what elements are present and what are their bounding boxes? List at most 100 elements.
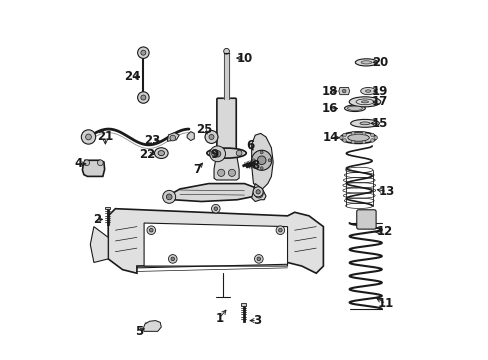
Text: 14: 14 [322,131,338,144]
Circle shape [267,159,270,162]
Circle shape [251,150,271,170]
Ellipse shape [350,120,379,127]
Polygon shape [338,87,349,95]
Circle shape [204,131,218,143]
Text: 2: 2 [93,213,101,226]
Circle shape [342,133,346,137]
Circle shape [97,160,103,166]
Circle shape [141,50,145,55]
Circle shape [253,187,263,197]
Text: 11: 11 [377,297,393,310]
Circle shape [147,226,155,234]
Circle shape [276,226,284,234]
Circle shape [81,130,96,144]
Text: 3: 3 [252,314,261,327]
Polygon shape [187,132,194,140]
Text: 8: 8 [251,159,259,172]
Polygon shape [144,223,287,266]
Ellipse shape [359,122,369,125]
Circle shape [214,150,221,157]
Circle shape [85,134,91,140]
Text: 19: 19 [371,85,387,98]
Circle shape [254,255,263,263]
Text: 18: 18 [321,85,337,98]
Circle shape [342,89,346,93]
Polygon shape [251,184,265,202]
Ellipse shape [158,150,164,156]
Circle shape [361,131,365,135]
Text: 22: 22 [139,148,156,161]
Circle shape [260,151,263,154]
Ellipse shape [365,90,370,92]
Text: 6: 6 [245,139,254,152]
Circle shape [257,257,260,261]
Circle shape [166,194,172,200]
Ellipse shape [347,134,368,141]
Circle shape [217,169,224,176]
Circle shape [351,131,354,135]
Ellipse shape [361,101,368,103]
Ellipse shape [206,148,246,158]
Text: 5: 5 [134,325,142,338]
Ellipse shape [360,61,371,64]
Text: 23: 23 [143,134,160,147]
Text: 16: 16 [321,103,337,116]
FancyBboxPatch shape [217,98,236,156]
Ellipse shape [355,59,377,66]
FancyBboxPatch shape [356,210,375,229]
Polygon shape [241,303,246,306]
Polygon shape [256,160,261,165]
Text: 9: 9 [209,148,218,161]
Circle shape [260,167,263,170]
Circle shape [361,140,365,144]
Circle shape [254,189,263,198]
Text: 4: 4 [75,157,83,170]
Circle shape [137,92,149,103]
Circle shape [211,204,220,213]
Circle shape [373,136,377,139]
Circle shape [168,255,177,263]
Text: 7: 7 [193,163,201,176]
Circle shape [169,135,175,141]
Text: 1: 1 [215,311,223,325]
Ellipse shape [344,105,365,112]
Circle shape [236,150,242,156]
Circle shape [149,228,153,232]
Text: 10: 10 [236,51,252,64]
Text: 20: 20 [371,56,387,69]
Circle shape [228,169,235,176]
Polygon shape [251,134,273,189]
Circle shape [83,160,89,166]
Text: 17: 17 [371,95,387,108]
Text: 24: 24 [124,70,141,83]
Circle shape [339,136,343,139]
Circle shape [163,190,175,203]
Polygon shape [163,184,258,202]
Circle shape [209,146,225,162]
Ellipse shape [348,97,380,107]
Ellipse shape [154,148,168,158]
Polygon shape [252,159,257,164]
Ellipse shape [340,132,376,143]
Circle shape [342,139,346,142]
Circle shape [255,190,260,194]
Polygon shape [82,160,104,176]
Polygon shape [167,133,179,141]
Circle shape [171,257,174,261]
Circle shape [141,95,145,100]
Polygon shape [90,226,108,262]
Circle shape [208,134,214,139]
Ellipse shape [346,106,362,111]
Circle shape [351,140,354,144]
Polygon shape [108,209,323,273]
Circle shape [214,207,217,211]
Circle shape [278,228,282,232]
Circle shape [223,48,229,54]
Ellipse shape [360,87,375,95]
Text: 25: 25 [196,123,212,136]
Circle shape [257,156,265,165]
Circle shape [137,47,149,58]
Polygon shape [143,320,161,331]
Circle shape [252,159,255,162]
Circle shape [211,150,217,156]
